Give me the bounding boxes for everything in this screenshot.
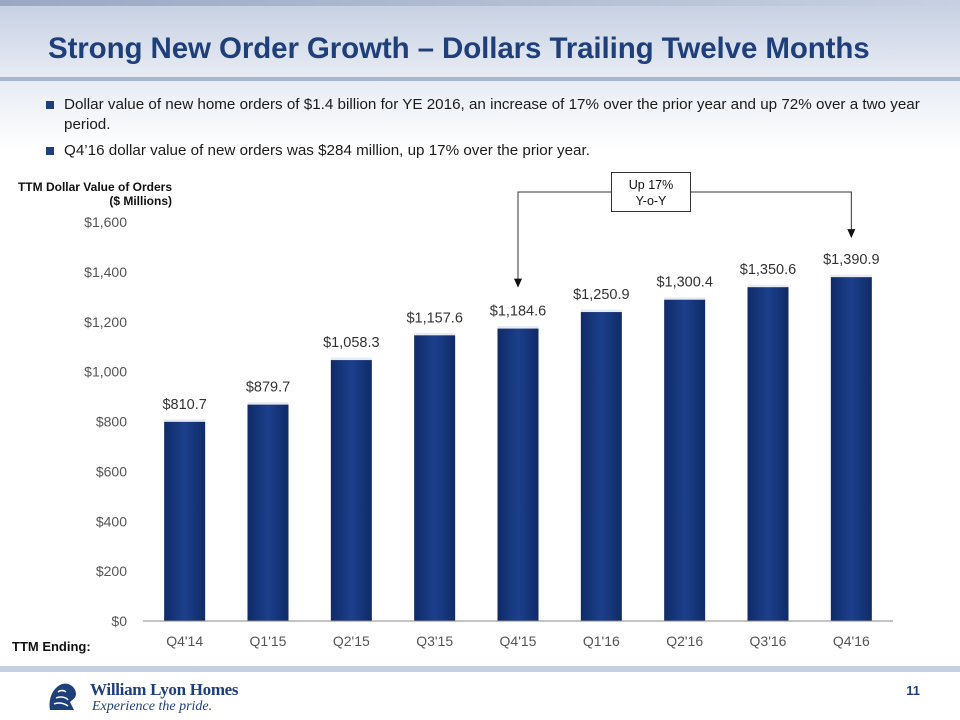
company-logo: William Lyon Homes Experience the pride. bbox=[44, 678, 244, 716]
data-label: $879.7 bbox=[246, 380, 290, 396]
y-tick-label: $0 bbox=[111, 613, 127, 629]
bar bbox=[496, 325, 540, 622]
x-tick-label: Q4'16 bbox=[833, 633, 870, 649]
y-axis-ticks: $0 $200 $400 $600 $800 $1,000 $1,200 $1,400 $1,6… bbox=[84, 214, 127, 629]
company-tagline: Experience the pride. bbox=[92, 699, 213, 714]
bullet-list: Dollar value of new home orders of $1.4 … bbox=[44, 95, 924, 167]
bullet-text: Q4’16 dollar value of new orders was $28… bbox=[64, 142, 590, 159]
bar bbox=[746, 283, 790, 622]
data-label: $1,300.4 bbox=[656, 275, 712, 291]
bullet-text: Dollar value of new home orders of $1.4 … bbox=[64, 96, 920, 133]
y-tick-label: $800 bbox=[96, 414, 127, 430]
bar-series bbox=[163, 273, 873, 622]
lion-logo-icon bbox=[44, 680, 82, 714]
bar bbox=[163, 418, 207, 622]
y-tick-label: $1,600 bbox=[84, 214, 127, 230]
callout-line: Y-o-Y bbox=[635, 194, 667, 208]
bar-top-highlight bbox=[747, 284, 789, 288]
y-axis-title-line: ($ Millions) bbox=[109, 194, 172, 208]
bar-top-highlight bbox=[663, 296, 706, 300]
slide-title: Strong New Order Growth – Dollars Traili… bbox=[48, 32, 870, 65]
y-tick-label: $1,400 bbox=[84, 264, 127, 280]
top-rule bbox=[0, 0, 960, 6]
bar-top-highlight bbox=[413, 332, 456, 336]
x-axis-title: TTM Ending: bbox=[12, 639, 91, 654]
x-tick-label: Q3'15 bbox=[416, 633, 453, 649]
annotation-line bbox=[517, 191, 611, 280]
data-label: $1,390.9 bbox=[823, 252, 879, 268]
bar-top-highlight bbox=[580, 309, 623, 313]
bar-top-highlight bbox=[497, 325, 539, 329]
x-tick-label: Q1'16 bbox=[583, 633, 620, 649]
x-tick-label: Q4'15 bbox=[500, 633, 537, 649]
arrowhead-icon bbox=[514, 278, 522, 288]
title-divider bbox=[0, 77, 960, 81]
bullet-square-icon bbox=[46, 101, 54, 109]
bar bbox=[579, 308, 623, 622]
yoy-annotation-arrows bbox=[514, 191, 856, 288]
footer bbox=[0, 672, 960, 720]
company-name: William Lyon Homes bbox=[90, 680, 239, 699]
bar bbox=[246, 401, 290, 622]
bullet-square-icon bbox=[46, 147, 54, 155]
bar-top-highlight bbox=[247, 401, 289, 405]
page-number: 11 bbox=[906, 683, 920, 698]
data-label: $1,058.3 bbox=[323, 335, 379, 351]
y-tick-label: $1,200 bbox=[84, 314, 127, 330]
bullet-item: Dollar value of new home orders of $1.4 … bbox=[44, 95, 924, 135]
y-tick-label: $200 bbox=[96, 563, 127, 579]
data-label: $810.7 bbox=[162, 397, 206, 413]
x-tick-label: Q4'14 bbox=[166, 633, 203, 649]
bar-top-highlight bbox=[830, 274, 873, 278]
arrowhead-icon bbox=[847, 229, 856, 239]
x-axis-ticks: Q4'14 Q1'15 Q2'15 Q3'15 Q4'15 Q1'16 Q2'16 Q3'16… bbox=[166, 633, 870, 649]
bar-top-highlight bbox=[330, 357, 373, 361]
x-tick-label: Q3'16 bbox=[750, 633, 787, 649]
x-tick-label: Q1'15 bbox=[250, 633, 287, 649]
yoy-callout: Up 17% Y-o-Y bbox=[611, 172, 691, 212]
bar bbox=[829, 273, 873, 622]
bullet-item: Q4’16 dollar value of new orders was $28… bbox=[44, 141, 924, 161]
bar bbox=[413, 331, 457, 622]
y-axis-title-line: TTM Dollar Value of Orders bbox=[17, 180, 172, 194]
data-label: $1,184.6 bbox=[490, 304, 546, 320]
x-tick-label: Q2'16 bbox=[666, 633, 703, 649]
data-label: $1,350.6 bbox=[740, 262, 796, 278]
bar bbox=[663, 296, 707, 622]
y-axis-title: TTM Dollar Value of Orders ($ Millions) bbox=[12, 180, 172, 208]
data-label: $1,157.6 bbox=[406, 310, 462, 326]
y-tick-label: $600 bbox=[96, 463, 127, 479]
y-tick-label: $1,000 bbox=[84, 364, 127, 380]
callout-line: Up 17% bbox=[628, 178, 674, 192]
bar-top-highlight bbox=[163, 418, 206, 422]
y-tick-label: $400 bbox=[96, 513, 127, 529]
footer-divider bbox=[0, 666, 960, 672]
bar bbox=[329, 356, 373, 622]
bar-chart: $0 $200 $400 $600 $800 $1,000 $1,200 $1,400 $1,6… bbox=[84, 191, 893, 649]
data-label: $1,250.9 bbox=[573, 287, 629, 303]
data-labels: $810.7 $879.7 $1,058.3 $1,157.6 $1,184.6 $1,2… bbox=[162, 252, 879, 413]
annotation-line bbox=[691, 191, 852, 231]
x-tick-label: Q2'15 bbox=[333, 633, 370, 649]
